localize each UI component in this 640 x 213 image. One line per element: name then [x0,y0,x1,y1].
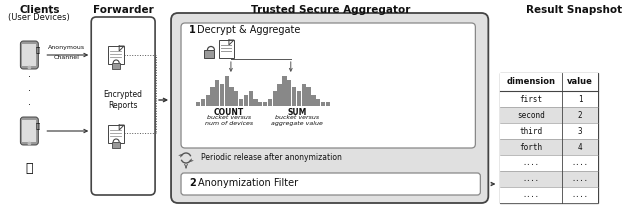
FancyBboxPatch shape [92,17,155,195]
Bar [219,40,234,58]
Bar [307,87,311,106]
Text: value: value [567,78,593,86]
Bar [112,142,120,148]
Bar [562,139,598,155]
Circle shape [28,66,31,69]
Text: forth: forth [520,142,543,151]
Text: 3: 3 [578,127,582,135]
Text: (User Devices): (User Devices) [8,13,70,22]
Bar [287,80,291,106]
Bar [201,98,205,106]
Bar [253,98,257,106]
Bar [326,102,330,106]
Bar [225,76,229,106]
Text: 👥: 👥 [26,161,33,174]
Text: dimension: dimension [507,78,556,86]
Bar [562,187,598,203]
Text: ....: .... [523,160,540,166]
Bar [500,187,562,203]
Bar [234,91,239,106]
Bar [500,139,562,155]
Text: first: first [520,95,543,104]
Text: 2: 2 [578,111,582,119]
Bar [205,95,210,106]
Text: 1: 1 [578,95,582,104]
Bar [562,123,598,139]
FancyBboxPatch shape [181,173,481,195]
FancyBboxPatch shape [20,117,38,145]
Bar [211,87,214,106]
Bar [562,171,598,187]
Text: Result Snapshot: Result Snapshot [526,5,622,15]
Bar [268,98,272,106]
Text: 1: 1 [189,25,196,35]
Bar [500,123,562,139]
Bar [500,73,598,91]
Text: Anonymous: Anonymous [48,45,85,50]
Bar [500,155,562,171]
Circle shape [28,142,31,145]
Text: 4: 4 [578,142,582,151]
FancyBboxPatch shape [20,41,38,69]
Bar [258,102,262,106]
Bar [22,44,36,66]
Bar [316,98,321,106]
Text: bucket versus
num of devices: bucket versus num of devices [205,115,253,126]
Text: Periodic release after anonymization: Periodic release after anonymization [201,153,342,161]
Bar [500,171,562,187]
Text: ....: .... [572,176,589,182]
Bar [311,95,316,106]
Bar [562,155,598,171]
Text: Decrypt & Aggregate: Decrypt & Aggregate [197,25,300,35]
Bar [22,120,36,142]
Bar [204,50,214,58]
Bar [108,46,124,64]
Bar [108,125,124,143]
FancyBboxPatch shape [171,13,488,203]
Text: COUNT: COUNT [214,108,244,117]
Bar [500,73,598,203]
Bar [292,87,296,106]
Bar [244,95,248,106]
Text: Anonymization Filter: Anonymization Filter [198,178,298,188]
Bar [301,83,306,106]
Bar [239,98,243,106]
Text: SUM: SUM [287,108,307,117]
Bar [282,76,287,106]
Bar [220,83,224,106]
Bar [500,107,562,123]
Bar [215,80,220,106]
Bar [500,91,562,107]
Text: 🔒: 🔒 [35,47,40,53]
Text: Forwarder: Forwarder [93,5,154,15]
Text: ....: .... [523,176,540,182]
Text: third: third [520,127,543,135]
Text: ·
·
·: · · · [28,72,31,110]
Bar [297,91,301,106]
Bar [562,91,598,107]
Bar [196,102,200,106]
Bar [321,102,325,106]
Text: ....: .... [523,192,540,198]
Bar [273,91,277,106]
Text: 2: 2 [189,178,196,188]
FancyBboxPatch shape [181,23,476,148]
Text: Encrypted
Reports: Encrypted Reports [104,90,143,110]
Bar [562,107,598,123]
Bar [229,87,234,106]
Bar [248,91,253,106]
Text: bucket versus
aggregate value: bucket versus aggregate value [271,115,323,126]
Bar [277,83,282,106]
Text: Trusted Secure Aggregator: Trusted Secure Aggregator [251,5,410,15]
Text: second: second [517,111,545,119]
Bar [263,102,267,106]
Text: 🔒: 🔒 [35,123,40,129]
Text: ....: .... [572,160,589,166]
Text: Clients: Clients [19,5,60,15]
Bar [112,63,120,69]
Text: ....: .... [572,192,589,198]
Text: Channel: Channel [53,55,79,60]
